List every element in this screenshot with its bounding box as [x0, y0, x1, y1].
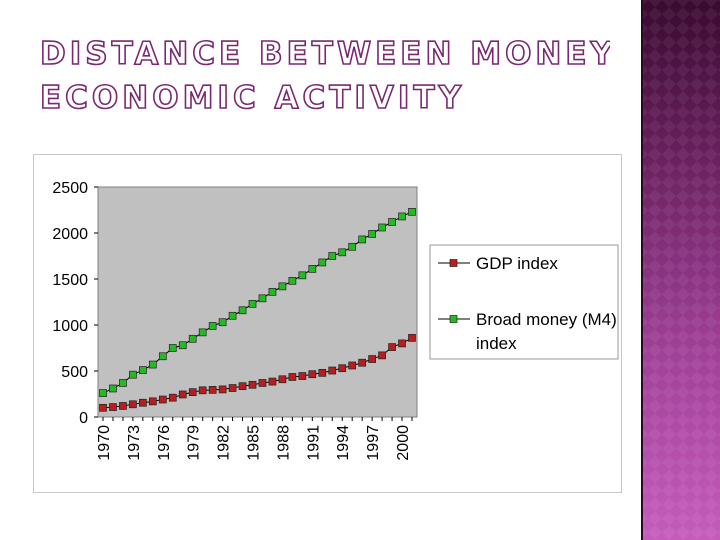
y-tick-label: 0 [79, 410, 88, 427]
m4-series-point [288, 276, 297, 285]
m4-series-point [328, 252, 337, 260]
gdp-series-point [238, 382, 247, 391]
plot-area [97, 186, 418, 418]
x-tick-label: 1994 [335, 425, 352, 461]
m4-series-point [168, 344, 177, 352]
slide-title: DISTANCE BETWEEN MONEY AND ECONOMIC ACTI… [39, 35, 610, 117]
decorative-side-band [641, 0, 720, 540]
m4-series-point [228, 311, 237, 320]
legend-label-gdp: GDP index [476, 254, 558, 273]
m4-series-point [308, 265, 317, 273]
gdp-series-point [408, 334, 416, 342]
gdp-series-point [318, 368, 327, 377]
gdp-series-point [188, 388, 197, 397]
x-tick-label: 1979 [186, 425, 203, 461]
gdp-series-point [298, 372, 307, 380]
gdp-series-point [278, 375, 287, 384]
gdp-series-point [218, 385, 227, 394]
x-tick-label: 1997 [365, 425, 382, 461]
gdp-series-point [168, 393, 177, 402]
gdp-series-point [109, 403, 117, 411]
gdp-series-point [208, 386, 217, 394]
m4-series-point [208, 322, 217, 330]
gdp-series-point [258, 379, 267, 387]
m4-series-point [119, 379, 127, 387]
x-tick-label: 1973 [126, 425, 143, 461]
m4-series-point [348, 242, 357, 251]
slide-title-line-1: DISTANCE BETWEEN MONEY AND [40, 36, 610, 72]
gdp-series-point [328, 366, 337, 375]
gdp-series-point [248, 380, 257, 389]
m4-series-point [408, 207, 416, 216]
gdp-series-point [338, 364, 347, 373]
gdp-series-point [99, 403, 107, 412]
y-tick-label: 2000 [52, 226, 88, 243]
m4-series-point [178, 341, 187, 350]
gdp-series-point [198, 386, 207, 395]
x-tick-label: 1985 [246, 425, 263, 461]
x-tick-label: 1970 [96, 425, 113, 461]
m4-series-point [198, 328, 207, 337]
legend-marker [449, 259, 458, 267]
y-tick-label: 500 [61, 364, 88, 381]
m4-series-point [99, 389, 107, 397]
m4-series-point [139, 366, 147, 374]
gdp-series-point [368, 355, 376, 363]
m4-series-point [248, 299, 257, 308]
decorative-divider [641, 0, 643, 540]
slide-title-line-2: ECONOMIC ACTIVITY [40, 80, 465, 116]
x-tick-label: 1988 [275, 425, 292, 461]
y-tick-label: 1000 [52, 318, 88, 335]
gdp-series-point [158, 395, 167, 404]
x-tick-label: 1976 [156, 425, 173, 461]
legend-label-m4: Broad money (M4) index [476, 310, 617, 353]
m4-series-point [398, 212, 406, 221]
gdp-series-point [358, 358, 367, 367]
gdp-series-point [119, 402, 127, 410]
m4-series-point [218, 318, 227, 327]
m4-series-point [318, 258, 327, 267]
m4-series-point [268, 288, 277, 296]
m4-series-point [378, 223, 386, 232]
gdp-series-point [178, 390, 187, 399]
gdp-series-point [308, 370, 317, 379]
y-tick-label: 1500 [52, 272, 88, 289]
m4-series-point [188, 334, 197, 343]
chart-frame: 0 500 1000 1500 2000 2500 1970 1973 1976 1979 1982… [33, 154, 622, 493]
gdp-series-point [228, 384, 237, 392]
gdp-series-point [378, 351, 386, 360]
gdp-series-point [129, 400, 137, 409]
m4-series-point [238, 306, 247, 315]
m4-series-point [129, 370, 137, 379]
m4-series-point [298, 271, 307, 280]
gdp-series-point [348, 361, 357, 370]
gdp-series-point [268, 377, 277, 386]
gdp-series-point [139, 398, 147, 407]
x-tick-label: 2000 [395, 425, 412, 461]
legend-box [429, 244, 619, 360]
legend-marker [449, 315, 458, 323]
gdp-series-point [288, 373, 297, 381]
m4-series-point [258, 294, 267, 303]
chart: 0 500 1000 1500 2000 2500 1970 1973 1976 1979 1982… [52, 180, 619, 461]
gdp-series-point [148, 397, 157, 406]
y-tick-label: 2500 [52, 180, 88, 197]
m4-series-point [148, 360, 157, 369]
gdp-series-point [398, 339, 406, 348]
x-tick-label: 1982 [216, 425, 233, 461]
m4-series-point [368, 230, 376, 238]
x-tick-label: 1991 [305, 425, 322, 461]
m4-series-point [358, 235, 367, 244]
m4-series-point [109, 384, 117, 393]
m4-series-point [158, 352, 167, 361]
m4-series-point [338, 248, 347, 257]
m4-series-point [388, 218, 396, 226]
gdp-series-point [388, 343, 396, 351]
m4-series-point [278, 282, 287, 291]
